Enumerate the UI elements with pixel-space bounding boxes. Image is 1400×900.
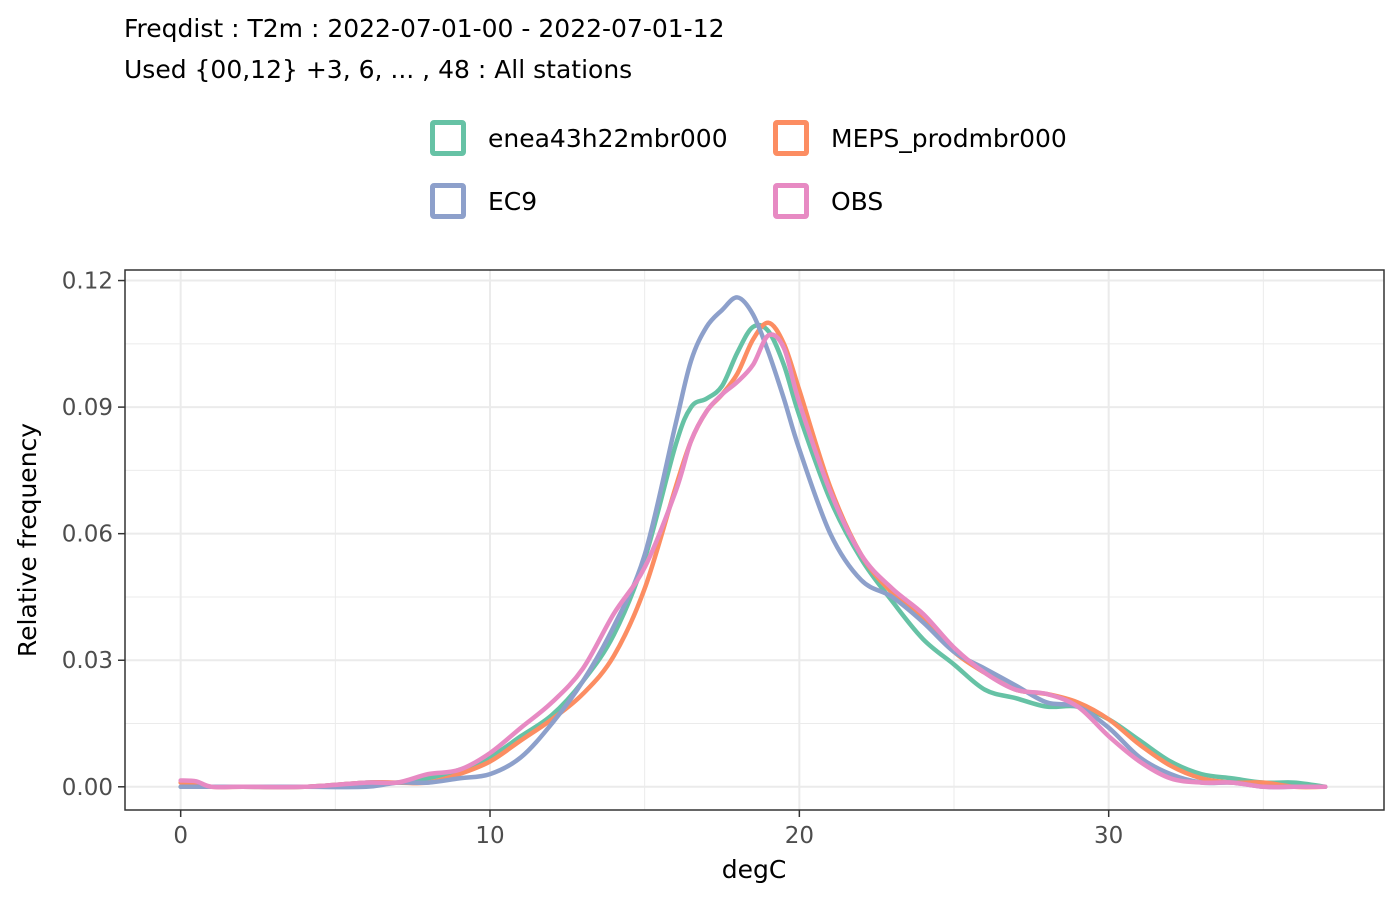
x-tick-label: 10: [475, 823, 504, 849]
legend-key-ec9: [430, 183, 466, 219]
x-tick-label: 30: [1094, 823, 1123, 849]
chart-title: Freqdist : T2m : 2022-07-01-00 - 2022-07…: [124, 14, 725, 43]
legend-key-obs: [773, 183, 809, 219]
series-line-meps-prodmbr000: [178, 320, 1328, 790]
series-line-enea43h22mbr000: [178, 322, 1328, 790]
legend-label-obs: OBS: [831, 186, 884, 216]
legend-item-meps-prodmbr000: MEPS_prodmbr000: [773, 116, 1067, 160]
legend-key-enea43h22mbr000: [430, 120, 466, 156]
grid-minor: [125, 270, 1384, 810]
legend-label-enea43h22mbr000: enea43h22mbr000: [488, 123, 728, 153]
x-axis: 0 10 20 30: [173, 810, 1123, 849]
series-line-obs: [178, 332, 1328, 790]
y-tick-label: 0.06: [62, 522, 113, 548]
y-tick-label: 0.03: [62, 648, 113, 674]
x-axis-title: degC: [722, 855, 787, 884]
y-axis-title: Relative frequency: [13, 423, 42, 657]
legend-item-ec9: EC9: [430, 179, 537, 223]
legend-item-obs: OBS: [773, 179, 883, 223]
x-tick-label: 0: [173, 823, 188, 849]
legend-key-meps-prodmbr000: [773, 120, 809, 156]
y-axis: 0.00 0.03 0.06 0.09 0.12: [62, 269, 125, 801]
legend-label-ec9: EC9: [488, 186, 538, 216]
series-lines: [178, 295, 1328, 790]
y-tick-label: 0.12: [62, 269, 113, 295]
plot-panel-border: [124, 269, 1385, 811]
y-tick-label: 0.09: [62, 395, 113, 421]
chart-title-block: Freqdist : T2m : 2022-07-01-00 - 2022-07…: [124, 8, 725, 90]
series-line-ec9: [178, 295, 1328, 790]
grid-major: [125, 270, 1384, 810]
y-tick-label: 0.00: [62, 775, 113, 801]
legend-item-enea43h22mbr000: enea43h22mbr000: [430, 116, 728, 160]
legend-label-meps-prodmbr000: MEPS_prodmbr000: [831, 123, 1067, 153]
x-tick-label: 20: [785, 823, 814, 849]
legend: enea43h22mbr000 MEPS_prodmbr000 EC9 OBS: [430, 112, 1150, 228]
chart-subtitle: Used {00,12} +3, 6, ... , 48 : All stati…: [124, 55, 633, 84]
